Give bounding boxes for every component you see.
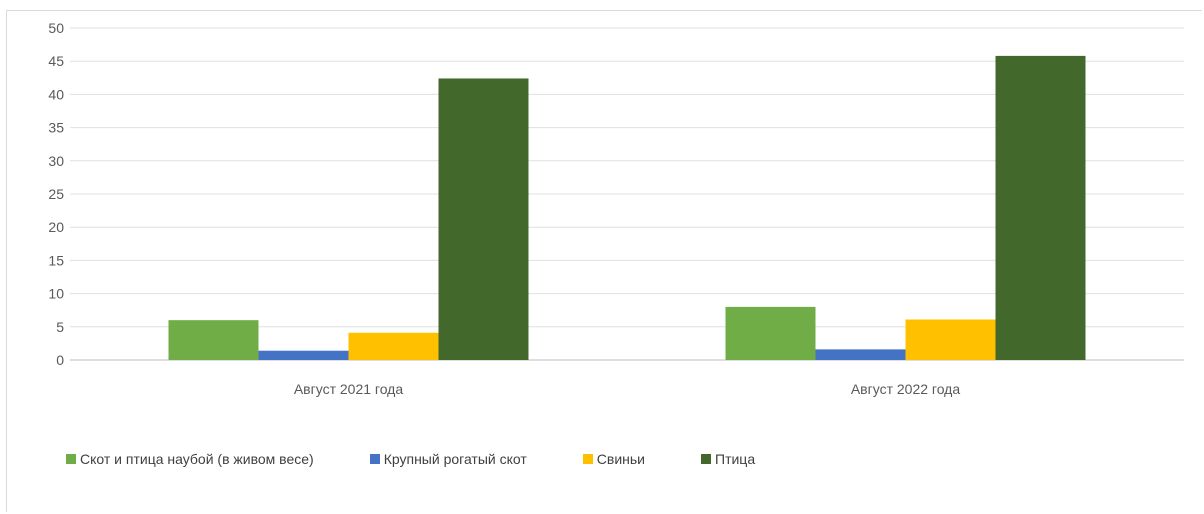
y-axis-ticks: 0 5 10 15 20 25 30 35 40 45 50 [48, 20, 64, 368]
bar [168, 320, 259, 360]
legend-label: Птица [715, 451, 756, 467]
bars [168, 55, 1086, 361]
legend-swatch [369, 454, 380, 464]
legend: Скот и птица наубой (в живом весе) Крупн… [66, 451, 811, 467]
y-tick-label: 15 [48, 252, 64, 268]
x-category-label: Август 2021 года [294, 381, 404, 397]
bar [725, 306, 816, 360]
bar [815, 349, 906, 360]
legend-swatch [66, 454, 76, 464]
legend-item: Свиньи [582, 451, 645, 467]
legend-label: Скот и птица наубой (в живом весе) [80, 451, 314, 467]
legend-label: Крупный рогатый скот [383, 451, 527, 467]
bar [438, 78, 529, 361]
bar [995, 55, 1086, 360]
bar [258, 350, 349, 360]
y-tick-label: 10 [48, 286, 64, 302]
legend-item: Крупный рогатый скот [369, 451, 527, 467]
y-tick-label: 40 [48, 86, 64, 102]
y-tick-label: 35 [48, 120, 64, 136]
y-tick-label: 5 [56, 319, 64, 335]
y-tick-label: 25 [48, 186, 64, 202]
legend-swatch [582, 454, 593, 464]
y-tick-label: 0 [56, 352, 64, 368]
legend-label: Свиньи [596, 451, 645, 467]
category-labels: Август 2021 года Август 2022 года [294, 381, 961, 397]
legend-item: Птица [701, 451, 755, 467]
y-tick-label: 20 [48, 219, 64, 235]
y-tick-label: 50 [48, 20, 64, 36]
bar [348, 332, 439, 360]
bar [905, 319, 996, 360]
y-tick-label: 30 [48, 153, 64, 169]
x-category-label: Август 2022 года [851, 381, 961, 397]
legend-swatch [701, 454, 711, 464]
legend-item: Скот и птица наубой (в живом весе) [66, 451, 314, 467]
y-tick-label: 45 [48, 53, 64, 69]
chart-frame [6, 10, 1202, 512]
